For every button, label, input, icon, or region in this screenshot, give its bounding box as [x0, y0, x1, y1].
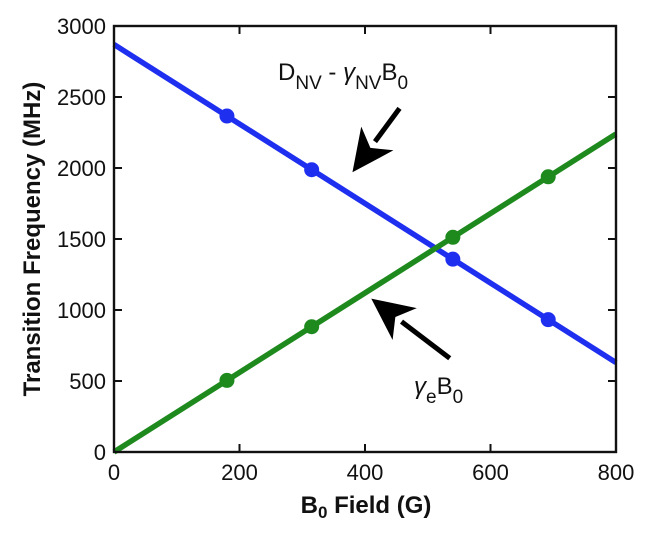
series-line-nv: [112, 42, 618, 365]
data-point-nv-3: [540, 312, 556, 328]
data-point-nv-1: [304, 162, 320, 178]
x-tick-label-1: 200: [221, 460, 258, 485]
y-tick-label-6: 3000: [57, 14, 106, 39]
data-point-electron-0: [219, 372, 235, 388]
annotation-part-electron-3: 0: [453, 387, 464, 408]
x-axis-label-main: B: [301, 492, 318, 519]
y-axis-label: Transition Frequency (MHz): [19, 82, 46, 397]
annotation-part-nv-2: -: [322, 59, 343, 86]
annotation-part-electron-1: e: [426, 387, 437, 408]
data-point-electron-2: [445, 229, 461, 245]
y-tick-label-4: 2000: [57, 156, 106, 181]
annotation-label-nv: DNV - γNVB0: [278, 59, 408, 94]
x-tick-label-0: 0: [108, 460, 120, 485]
series-line-electron: [112, 131, 618, 455]
y-tick-label-0: 0: [94, 440, 106, 465]
x-tick-label-4: 800: [598, 460, 635, 485]
annotation-part-nv-4: NV: [355, 73, 382, 94]
data-layer: [112, 42, 618, 455]
x-tick-label-3: 600: [472, 460, 509, 485]
data-point-nv-2: [445, 251, 461, 267]
annotation-part-nv-0: D: [278, 59, 295, 86]
annotation-part-electron-2: B: [437, 373, 453, 400]
annotation-arrowhead-nv: [352, 126, 394, 173]
y-tick-label-3: 1500: [57, 227, 106, 252]
annotation-label-electron: γeB0: [414, 373, 463, 408]
x-axis-label-sub: 0: [318, 503, 327, 522]
ticks-layer: 0 200 400 600 800 0 500 1000 1500 2000 2500 3000: [57, 14, 634, 485]
annotation-arrow-shaft-nv: [372, 106, 402, 144]
x-axis-label-rest: Field (G): [327, 492, 431, 519]
x-axis-label: B0 Field (G): [301, 492, 432, 522]
y-tick-label-5: 2500: [57, 85, 106, 110]
data-point-electron-1: [304, 319, 320, 335]
data-point-electron-3: [540, 169, 556, 185]
annotation-arrowhead-electron: [371, 298, 417, 340]
annotation-part-nv-5: B: [381, 59, 397, 86]
x-tick-label-2: 400: [347, 460, 384, 485]
annotation-part-nv-3: γ: [343, 59, 357, 86]
y-tick-label-2: 1000: [57, 298, 106, 323]
y-tick-label-1: 500: [69, 369, 106, 394]
data-point-nv-0: [219, 108, 235, 124]
annotation-part-nv-6: 0: [398, 73, 409, 94]
annotation-part-nv-1: NV: [295, 73, 322, 94]
annotation-arrow-shaft-electron: [400, 319, 452, 361]
annotation-part-electron-0: γ: [414, 373, 428, 400]
